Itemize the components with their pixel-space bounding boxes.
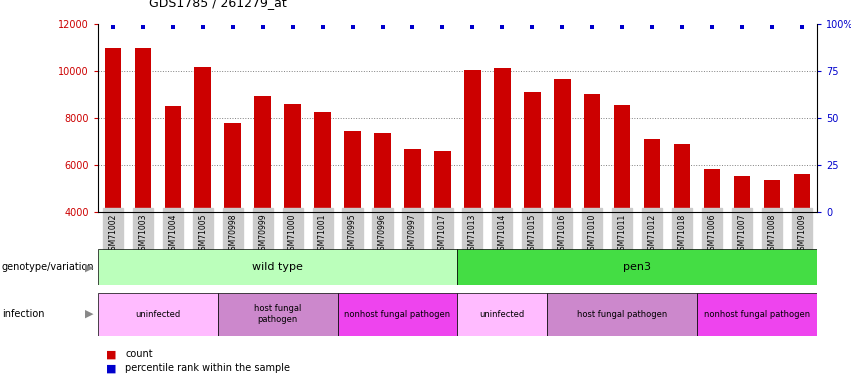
Text: wild type: wild type	[252, 262, 303, 272]
Point	[765, 24, 779, 30]
Bar	[794, 174, 810, 306]
Point	[226, 24, 239, 30]
Point	[346, 24, 359, 30]
Bar	[457, 249, 817, 285]
Point	[196, 24, 209, 30]
Point	[465, 24, 479, 30]
Text: percentile rank within the sample: percentile rank within the sample	[125, 363, 290, 373]
Point	[166, 24, 180, 30]
Point	[735, 24, 749, 30]
Bar	[704, 168, 720, 306]
Bar	[524, 92, 540, 306]
Bar	[554, 80, 570, 306]
Bar	[584, 93, 601, 306]
Bar	[764, 180, 780, 306]
Text: ▶: ▶	[85, 262, 94, 272]
Point	[316, 24, 329, 30]
Point	[495, 24, 509, 30]
Bar	[314, 112, 331, 306]
Bar	[494, 68, 511, 306]
Point	[795, 24, 808, 30]
Bar	[284, 104, 301, 306]
Bar	[644, 139, 660, 306]
Text: ■: ■	[106, 350, 117, 359]
Bar	[434, 151, 451, 306]
Point	[556, 24, 569, 30]
Bar	[374, 134, 391, 306]
Text: pen3: pen3	[623, 262, 651, 272]
Bar	[218, 292, 338, 336]
Text: uninfected: uninfected	[480, 310, 525, 319]
Bar	[345, 131, 361, 306]
Point	[526, 24, 540, 30]
Bar	[254, 96, 271, 306]
Bar	[697, 292, 817, 336]
Text: ▶: ▶	[85, 309, 94, 319]
Bar	[464, 70, 481, 306]
Bar	[547, 292, 697, 336]
Bar	[105, 48, 121, 306]
Point	[136, 24, 150, 30]
Bar	[614, 105, 631, 306]
Point	[585, 24, 599, 30]
Point	[705, 24, 719, 30]
Point	[436, 24, 449, 30]
Point	[676, 24, 689, 30]
Text: host fungal
pathogen: host fungal pathogen	[254, 304, 301, 324]
Point	[615, 24, 629, 30]
Text: nonhost fungal pathogen: nonhost fungal pathogen	[345, 310, 450, 319]
Text: ■: ■	[106, 363, 117, 373]
Point	[286, 24, 300, 30]
Bar	[404, 148, 420, 306]
Bar	[134, 48, 151, 306]
Bar	[164, 106, 181, 306]
Point	[256, 24, 270, 30]
Bar	[457, 292, 547, 336]
Text: uninfected: uninfected	[135, 310, 180, 319]
Bar	[98, 292, 218, 336]
Point	[645, 24, 659, 30]
Point	[106, 24, 120, 30]
Bar	[734, 176, 751, 306]
Bar	[338, 292, 457, 336]
Point	[375, 24, 389, 30]
Text: GDS1785 / 261279_at: GDS1785 / 261279_at	[149, 0, 287, 9]
Bar	[225, 123, 241, 306]
Text: nonhost fungal pathogen: nonhost fungal pathogen	[704, 310, 810, 319]
Point	[406, 24, 420, 30]
Bar	[674, 144, 690, 306]
Text: count: count	[125, 350, 152, 359]
Text: infection: infection	[2, 309, 44, 319]
Bar	[195, 67, 211, 306]
Text: genotype/variation: genotype/variation	[2, 262, 94, 272]
Bar	[98, 249, 458, 285]
Text: host fungal pathogen: host fungal pathogen	[577, 310, 667, 319]
